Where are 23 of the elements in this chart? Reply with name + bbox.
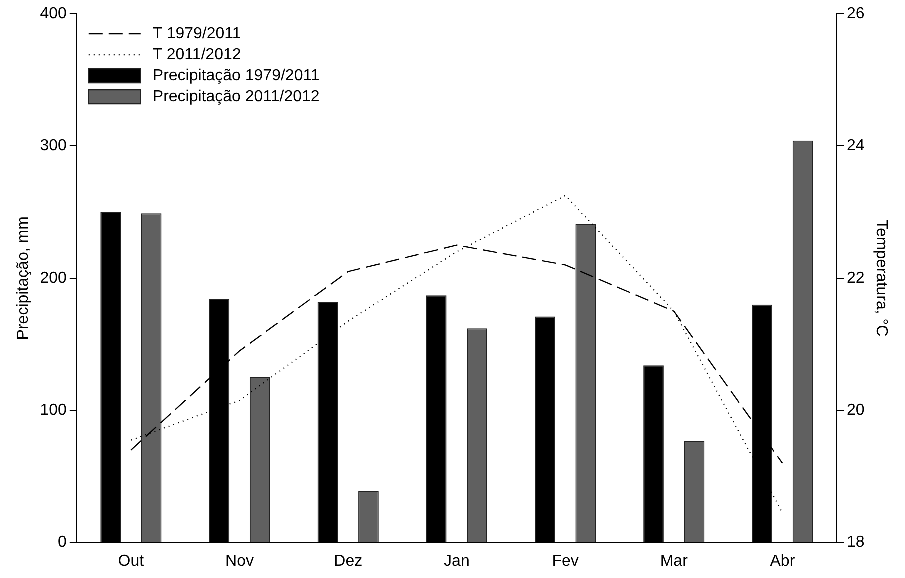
- y-tick-label: 300: [40, 138, 67, 155]
- x-tick-label: Out: [118, 552, 145, 570]
- x-tick-label: Nov: [226, 552, 254, 570]
- y2-tick-label: 26: [847, 5, 865, 22]
- y2-axis-title: Temperatura, °C: [872, 220, 890, 337]
- y-axis-title: Precipitação, mm: [15, 216, 32, 340]
- x-tick-label: Jan: [444, 552, 470, 570]
- x-tick-label: Fev: [552, 552, 579, 570]
- legend-label: T 1979/2011: [152, 25, 242, 42]
- y2-tick-label: 20: [847, 402, 865, 420]
- legend-label: Precipitação 1979/2011: [152, 67, 320, 84]
- legend-label: T 2011/2012: [152, 46, 242, 64]
- y2-tick-label: 18: [847, 534, 865, 552]
- x-tick-label: Abr: [770, 552, 796, 570]
- legend-label: Precipitação 2011/2012: [152, 88, 320, 106]
- y2-tick-label: 24: [847, 138, 865, 155]
- x-tick-label: Mar: [660, 552, 689, 570]
- y-tick-label: 0: [58, 534, 67, 552]
- y2-tick-label: 22: [847, 270, 865, 287]
- y-tick-label: 100: [40, 402, 67, 420]
- x-tick-label: Dez: [334, 552, 363, 570]
- y-tick-label: 200: [40, 270, 67, 287]
- y-tick-label: 400: [40, 5, 67, 22]
